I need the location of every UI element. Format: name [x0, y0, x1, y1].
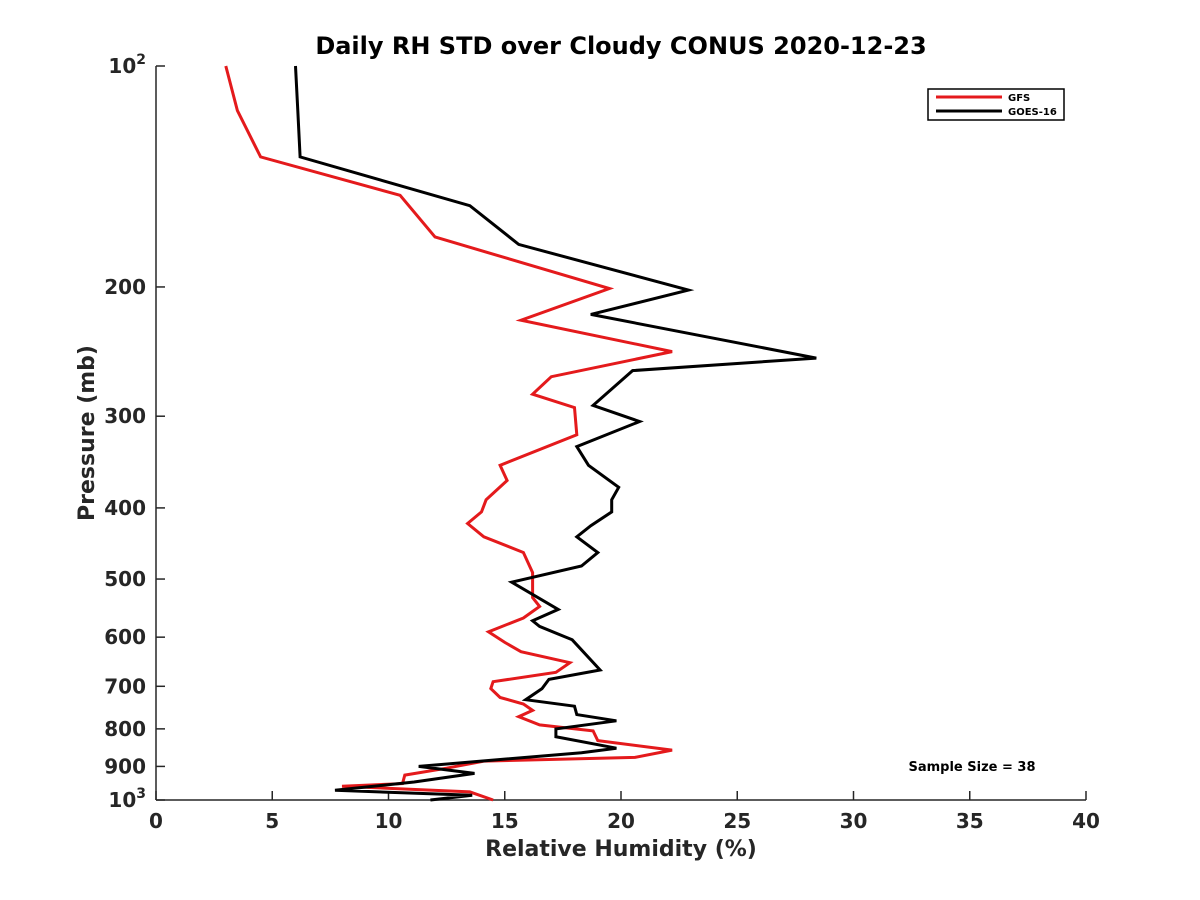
chart-title: Daily RH STD over Cloudy CONUS 2020-12-2… [315, 32, 926, 60]
y-axis-label: Pressure (mb) [75, 345, 100, 521]
x-tick-label: 0 [149, 809, 163, 833]
y-tick-label: 103 [108, 786, 146, 812]
series-line-goes-16 [294, 65, 817, 802]
x-tick-label: 35 [956, 809, 984, 833]
legend-box [927, 88, 1065, 121]
y-tick-label: 400 [104, 496, 146, 520]
legend: GFS GOES-16 [927, 88, 1065, 121]
x-axis: 0 5 10 15 20 25 30 35 40 [149, 791, 1100, 833]
x-tick-label: 40 [1072, 809, 1100, 833]
x-axis-label: Relative Humidity (%) [485, 837, 757, 862]
y-tick-label: 500 [104, 567, 146, 591]
x-tick-label: 20 [607, 809, 635, 833]
series-group [224, 65, 817, 802]
x-tick-label: 10 [375, 809, 403, 833]
sample-size-annotation: Sample Size = 38 [908, 760, 1035, 775]
y-tick-label: 700 [104, 674, 146, 698]
series-line-gfs [224, 65, 673, 802]
y-tick-label: 600 [104, 625, 146, 649]
y-tick-label: 300 [104, 404, 146, 428]
y-tick-label: 102 [108, 52, 146, 78]
x-tick-label: 15 [491, 809, 519, 833]
y-tick-label: 200 [104, 275, 146, 299]
legend-label: GFS [1008, 93, 1030, 104]
legend-label: GOES-16 [1008, 107, 1057, 118]
y-tick-label: 800 [104, 717, 146, 741]
y-tick-label: 900 [104, 754, 146, 778]
x-tick-label: 5 [265, 809, 279, 833]
y-axis: 102 200 300 400 500 600 700 800 900 103 [104, 52, 165, 812]
x-tick-label: 25 [723, 809, 751, 833]
x-tick-label: 30 [840, 809, 868, 833]
